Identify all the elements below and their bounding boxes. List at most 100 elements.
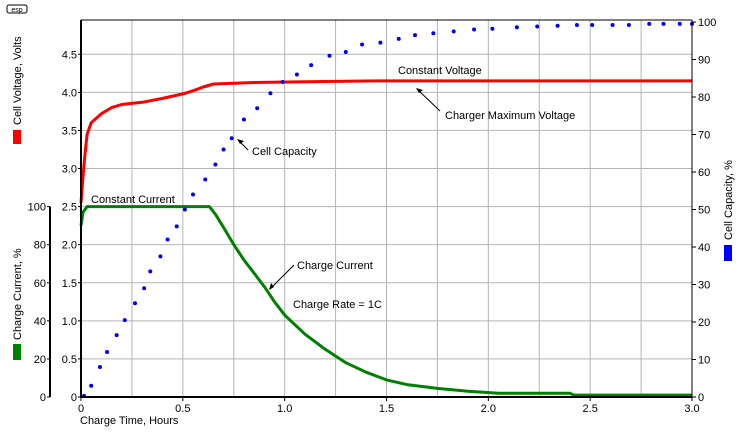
current-tick-label: 80 bbox=[34, 240, 46, 252]
capacity-data-point bbox=[158, 254, 163, 259]
x-axis-label: Charge Time, Hours bbox=[80, 415, 179, 427]
capacity-data-point bbox=[431, 31, 436, 36]
voltage-tick-label: 1.0 bbox=[62, 316, 77, 328]
capacity-data-point bbox=[142, 286, 147, 291]
annotation-constant-voltage: Constant Voltage bbox=[398, 65, 482, 77]
current-legend-swatch bbox=[13, 344, 21, 360]
logo-text: esp bbox=[11, 7, 22, 14]
capacity-data-point bbox=[89, 383, 94, 388]
x-tick-label: 2.0 bbox=[481, 403, 496, 415]
x-tick-label: 0.5 bbox=[175, 403, 190, 415]
capacity-data-point bbox=[343, 50, 348, 54]
arrow-charge-current bbox=[270, 264, 295, 289]
voltage-legend-swatch bbox=[13, 130, 21, 144]
capacity-data-point bbox=[213, 162, 218, 167]
axes: 0 0.5 1.0 1.5 2.0 2.5 3.000.51.01.52.02.53.03.… bbox=[28, 17, 717, 415]
capacity-data-point bbox=[378, 40, 383, 45]
capacity-tick-label: 20 bbox=[698, 317, 710, 329]
series-layer bbox=[79, 21, 694, 398]
series-line-cell-voltage bbox=[79, 79, 692, 203]
capacity-tick-label: 100 bbox=[698, 17, 716, 29]
current-tick-label: 40 bbox=[34, 316, 46, 328]
x-tick-label: 0 bbox=[78, 403, 84, 415]
capacity-data-point bbox=[229, 136, 234, 141]
series-line-charge-current bbox=[79, 205, 692, 397]
capacity-tick-label: 10 bbox=[698, 355, 710, 367]
capacity-data-point bbox=[132, 301, 137, 306]
current-tick-label: 60 bbox=[34, 278, 46, 290]
capacity-tick-label: 0 bbox=[698, 392, 704, 404]
capacity-data-point bbox=[182, 207, 187, 212]
capacity-tick-label: 90 bbox=[698, 55, 710, 67]
voltage-tick-label: 1.5 bbox=[62, 278, 77, 290]
capacity-data-point bbox=[451, 29, 456, 34]
capacity-data-point bbox=[626, 23, 631, 27]
capacity-tick-label: 60 bbox=[698, 167, 710, 179]
current-tick-label: 100 bbox=[28, 202, 46, 214]
annotation-constant-current: Constant Current bbox=[91, 194, 175, 206]
capacity-data-point bbox=[413, 33, 418, 38]
capacity-data-point bbox=[268, 91, 273, 96]
capacity-data-point bbox=[122, 318, 127, 323]
capacity-data-point bbox=[148, 269, 153, 274]
capacity-data-point bbox=[590, 23, 595, 27]
capacity-data-point bbox=[490, 26, 495, 31]
grid bbox=[81, 19, 692, 397]
capacity-data-point bbox=[309, 63, 314, 68]
esp-logo: esp bbox=[6, 4, 28, 14]
capacity-data-point bbox=[221, 147, 226, 152]
capacity-tick-label: 70 bbox=[698, 130, 710, 142]
voltage-tick-label: 4.5 bbox=[62, 49, 77, 61]
capacity-tick-label: 30 bbox=[698, 280, 710, 292]
capacity-data-point bbox=[203, 177, 208, 182]
capacity-data-point bbox=[114, 333, 119, 338]
capacity-axis-title: Cell Capacity, % bbox=[723, 160, 735, 261]
current-tick-label: 20 bbox=[34, 354, 46, 366]
annotation-charge-current: Charge Current bbox=[297, 260, 373, 272]
capacity-axis-label: Cell Capacity, % bbox=[723, 160, 735, 240]
voltage-tick-label: 2.5 bbox=[62, 202, 77, 214]
capacity-data-point bbox=[327, 53, 332, 58]
capacity-data-point bbox=[294, 72, 299, 77]
arrow-charger-max-voltage bbox=[417, 89, 441, 112]
arrowhead-icon bbox=[237, 139, 244, 144]
capacity-data-point bbox=[360, 42, 365, 47]
capacity-data-point bbox=[555, 23, 560, 28]
x-tick-label: 2.5 bbox=[583, 403, 598, 415]
current-axis-title: Charge Current, % bbox=[12, 248, 24, 360]
capacity-data-point bbox=[535, 24, 540, 29]
capacity-data-point bbox=[514, 25, 519, 30]
voltage-tick-label: 0.5 bbox=[62, 354, 77, 366]
capacity-data-point bbox=[677, 21, 682, 26]
capacity-tick-label: 80 bbox=[698, 92, 710, 104]
current-axis-label: Charge Current, % bbox=[12, 248, 24, 340]
voltage-tick-label: 0 bbox=[71, 392, 77, 404]
capacity-data-point bbox=[647, 21, 652, 26]
voltage-tick-label: 4.0 bbox=[62, 87, 77, 99]
voltage-tick-label: 2.0 bbox=[62, 240, 77, 252]
current-tick-label: 0 bbox=[40, 392, 46, 404]
capacity-data-point bbox=[661, 21, 666, 26]
capacity-data-point bbox=[241, 117, 246, 122]
voltage-tick-label: 3.5 bbox=[62, 125, 77, 137]
capacity-data-point bbox=[255, 106, 260, 111]
voltage-axis-label: Cell Voltage, Volts bbox=[12, 36, 24, 125]
annotation-charger-max-voltage: Charger Maximum Voltage bbox=[445, 110, 575, 122]
voltage-tick-label: 3.0 bbox=[62, 164, 77, 176]
capacity-tick-label: 40 bbox=[698, 242, 710, 254]
capacity-data-point bbox=[472, 27, 477, 32]
capacity-data-point bbox=[396, 36, 401, 41]
capacity-data-point bbox=[610, 23, 615, 27]
capacity-tick-label: 50 bbox=[698, 205, 710, 217]
arrowhead-icon bbox=[416, 88, 423, 93]
capacity-data-point bbox=[174, 224, 179, 229]
capacity-data-point bbox=[280, 80, 285, 84]
capacity-data-point bbox=[191, 192, 196, 197]
capacity-data-point bbox=[97, 365, 102, 369]
arrowhead-icon bbox=[269, 283, 274, 290]
voltage-axis-title: Cell Voltage, Volts bbox=[12, 36, 24, 144]
capacity-data-point bbox=[574, 23, 579, 27]
annotation-cell-capacity: Cell Capacity bbox=[252, 146, 317, 158]
capacity-data-point bbox=[105, 350, 110, 354]
